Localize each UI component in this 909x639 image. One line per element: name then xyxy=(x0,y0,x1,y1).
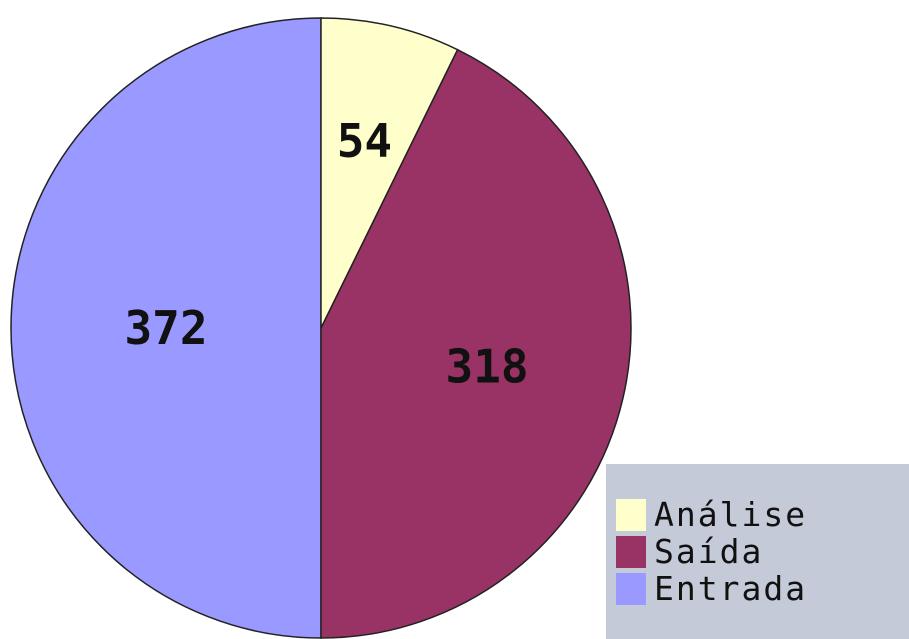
pie-slice-saida xyxy=(320,48,632,639)
legend-swatch-entrada xyxy=(616,572,646,605)
legend-label-saida: Saída xyxy=(654,532,764,571)
slice-value-label-analise: 54 xyxy=(337,114,392,168)
pie-slice-labels: 372 318 54 xyxy=(124,114,528,394)
legend-label-analise: Análise xyxy=(654,495,808,534)
legend-swatch-analise xyxy=(616,498,646,531)
legend-item-entrada: Entrada xyxy=(616,570,909,607)
slice-value-label-entrada: 372 xyxy=(124,301,207,355)
pie-slice-analise xyxy=(320,17,459,329)
pie-slices xyxy=(10,17,632,639)
legend-swatch-saida xyxy=(616,535,646,568)
slice-value-label-saida: 318 xyxy=(446,340,529,394)
legend-item-analise: Análise xyxy=(616,496,909,533)
legend: Análise Saída Entrada xyxy=(606,464,909,639)
legend-item-saida: Saída xyxy=(616,533,909,570)
legend-label-entrada: Entrada xyxy=(654,569,808,608)
pie-slice-entrada xyxy=(10,17,322,639)
